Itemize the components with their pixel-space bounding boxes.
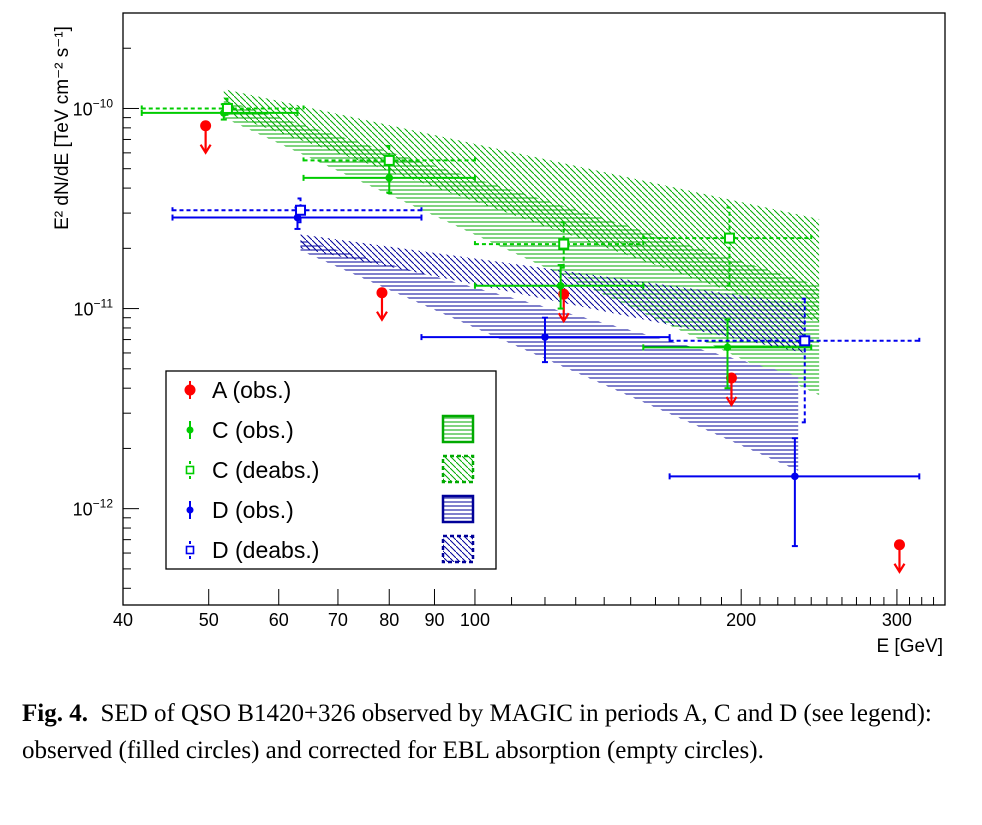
legend-label: C (obs.) bbox=[212, 417, 294, 443]
legend-label: D (obs.) bbox=[212, 497, 294, 523]
series-C_deabs bbox=[140, 97, 813, 287]
legend-marker bbox=[184, 384, 196, 396]
data-point bbox=[799, 335, 811, 347]
legend-swatch bbox=[441, 534, 475, 564]
band-D_obs_band bbox=[300, 240, 799, 471]
data-point bbox=[221, 102, 233, 114]
data-point bbox=[376, 287, 388, 299]
data-point bbox=[295, 204, 307, 216]
data-point bbox=[723, 343, 732, 352]
series-D_deabs bbox=[171, 197, 921, 424]
data-point bbox=[200, 120, 212, 132]
legend-box bbox=[165, 370, 497, 570]
upper-limit-arrowhead bbox=[725, 396, 738, 408]
y-tick-label: 10−10 bbox=[73, 96, 114, 119]
band-C_deabs_band bbox=[223, 89, 820, 323]
legend-entry-A_obs: A (obs.) bbox=[184, 377, 291, 403]
legend-marker bbox=[185, 545, 195, 555]
x-tick-label: 200 bbox=[726, 610, 756, 630]
legend-marker bbox=[186, 506, 194, 514]
data-point bbox=[558, 238, 570, 250]
caption-text: SED of QSO B1420+326 observed by MAGIC i… bbox=[22, 700, 932, 764]
x-tick-label: 60 bbox=[269, 610, 289, 630]
data-point bbox=[556, 281, 565, 290]
legend-marker bbox=[186, 426, 194, 434]
legend-swatch bbox=[441, 414, 475, 444]
x-tick-label: 300 bbox=[882, 610, 912, 630]
data-point bbox=[791, 472, 799, 481]
data-point bbox=[541, 333, 549, 341]
upper-limit-arrowhead bbox=[376, 311, 388, 322]
legend-label: C (deabs.) bbox=[212, 457, 319, 483]
y-tick-label: 10−12 bbox=[73, 497, 114, 520]
y-axis-label: E² dN/dE [TeV cm⁻² s⁻¹] bbox=[52, 26, 73, 230]
x-tick-label: 50 bbox=[199, 610, 219, 630]
legend-entry-C_deabs: C (deabs.) bbox=[185, 454, 475, 484]
data-point bbox=[893, 539, 905, 551]
x-tick-label: 80 bbox=[379, 610, 399, 630]
upper-limit-arrowhead bbox=[199, 144, 212, 155]
sed-chart: 10−10 10−11 10−12 40 50 60 70 80 90 100 200 300 E [… bbox=[52, 12, 946, 657]
legend-label: D (deabs.) bbox=[212, 537, 319, 563]
upper-limit-arrowhead bbox=[557, 312, 570, 324]
caption-label: Fig. 4. bbox=[22, 700, 88, 727]
x-tick-label: 70 bbox=[328, 610, 348, 630]
data-point bbox=[723, 232, 735, 244]
legend-swatch bbox=[441, 454, 475, 484]
upper-limit-arrowhead bbox=[893, 563, 906, 574]
series-D_obs bbox=[171, 206, 921, 548]
y-tick-label: 10−11 bbox=[74, 297, 114, 320]
data-point bbox=[383, 154, 395, 166]
figure-caption: Fig. 4. SED of QSO B1420+326 observed by… bbox=[22, 695, 972, 769]
legend-entry-D_deabs: D (deabs.) bbox=[185, 534, 475, 564]
legend-entry-D_obs: D (obs.) bbox=[186, 494, 475, 524]
legend-swatch bbox=[441, 494, 475, 524]
x-tick-label: 90 bbox=[424, 610, 444, 630]
band-D_deabs_band bbox=[300, 234, 805, 353]
legend-entry-C_obs: C (obs.) bbox=[186, 414, 475, 444]
x-tick-label: 100 bbox=[460, 610, 490, 630]
data-point bbox=[725, 372, 737, 384]
x-axis-label: E [GeV] bbox=[876, 636, 943, 657]
x-tick-label: 40 bbox=[113, 610, 133, 630]
legend-label: A (obs.) bbox=[212, 377, 291, 403]
legend-marker bbox=[185, 465, 195, 475]
legend: A (obs.) C (obs.) C (deabs.) D (obs.) D (dea… bbox=[165, 370, 497, 570]
